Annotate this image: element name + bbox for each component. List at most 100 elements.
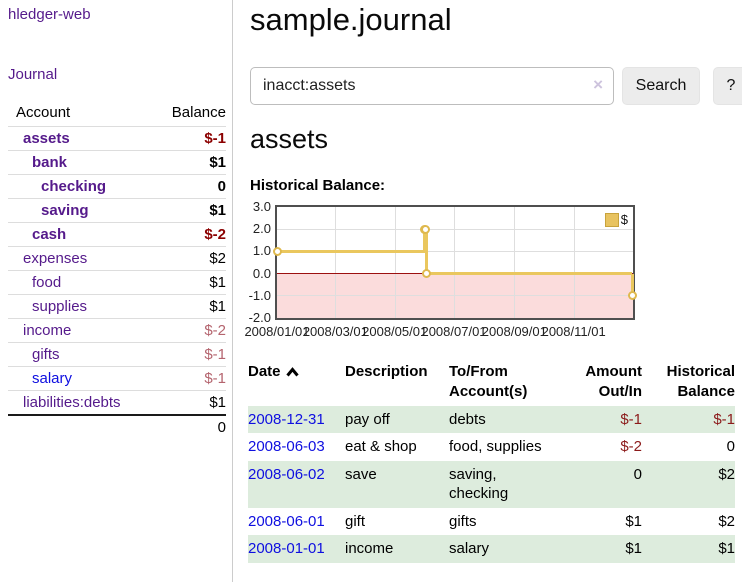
transaction-date-cell: 2008-06-02 <box>248 460 345 508</box>
transaction-amount-cell: $-1 <box>566 405 642 434</box>
account-balance: $1 <box>148 198 226 223</box>
account-link-saving[interactable]: saving <box>41 202 89 219</box>
accounts-column-header: Account <box>8 100 149 127</box>
search-bar: × Search ? <box>250 67 742 105</box>
account-link-cash[interactable]: cash <box>32 226 67 243</box>
transaction-accounts-cell: saving, checking <box>449 460 566 508</box>
account-balance: $2 <box>148 246 226 271</box>
account-row: cash $-2 <box>8 222 226 247</box>
y-axis-tick-label: 2.0 <box>252 221 271 237</box>
account-link-assets[interactable]: assets <box>23 130 70 147</box>
transaction-description-cell: income <box>345 535 449 563</box>
account-balance: $-2 <box>148 222 226 247</box>
transaction-date-link[interactable]: 2008-12-31 <box>248 410 325 428</box>
account-link-checking[interactable]: checking <box>41 178 107 195</box>
chart-plot-area: 3.0 2.0 1.0 0.0 -1.0 -2.0 2008/01/01 2008/03/01… <box>244 199 637 339</box>
y-axis-tick-label: -1.0 <box>248 287 271 303</box>
transaction-date-link[interactable]: 2008-01-01 <box>248 540 325 558</box>
account-row: checking 0 <box>8 174 226 199</box>
transaction-amount-cell: 0 <box>566 460 642 508</box>
account-link-expenses[interactable]: expenses <box>23 250 88 267</box>
account-row: expenses $2 <box>8 246 226 271</box>
sidebar: hledger-web Journal Account Balance asse… <box>0 0 233 582</box>
chart-line-segment <box>426 272 633 276</box>
y-axis-tick-label: 3.0 <box>252 199 271 214</box>
register-table: Date Description To/From Account(s) Amou… <box>248 358 735 563</box>
y-axis-tick-label: 1.0 <box>252 243 271 259</box>
x-axis-tick-label: 2008/05/01 <box>362 324 428 339</box>
x-axis-tick-label: 2008/01/01 <box>244 324 310 339</box>
transaction-amount-cell: $1 <box>625 512 642 530</box>
account-link-liabilities-debts[interactable]: liabilities:debts <box>23 394 121 411</box>
sort-ascending-icon <box>285 367 299 377</box>
transaction-row: 2008-01-01 income salary $1 $1 <box>248 535 735 563</box>
transaction-balance-cell: $2 <box>642 460 735 508</box>
search-button[interactable]: Search <box>622 67 700 105</box>
account-balance: $-1 <box>148 366 226 391</box>
account-row: food $1 <box>8 270 226 295</box>
account-link-income[interactable]: income <box>23 322 72 339</box>
transaction-balance-cell: 0 <box>726 438 735 456</box>
transaction-balance-cell: $2 <box>718 512 735 530</box>
data-point-marker <box>422 269 432 279</box>
y-axis-tick-label: 0.0 <box>252 265 271 281</box>
transaction-row: 2008-06-02 save saving, checking 0 $2 <box>248 460 735 508</box>
help-button[interactable]: ? <box>713 67 742 105</box>
transaction-description-cell: gift <box>345 512 366 530</box>
transaction-amount-cell: $-2 <box>620 438 642 456</box>
data-point-marker <box>421 224 431 234</box>
account-balance: $-1 <box>148 126 226 151</box>
x-axis-tick-label: 2008/11/01 <box>541 324 606 339</box>
transaction-date-cell: 2008-06-03 <box>248 433 345 461</box>
date-column-header[interactable]: Date <box>248 358 345 406</box>
transaction-accounts-cell: salary <box>449 535 566 563</box>
account-link-food[interactable]: food <box>32 274 62 291</box>
transaction-row: 2008-06-01 gift gifts $1 $2 <box>248 508 735 536</box>
accounts-table: Account Balance assets $-1 bank $1 checking 0… <box>8 100 226 439</box>
chart-line-segment <box>630 273 634 296</box>
clear-search-icon[interactable]: × <box>593 75 603 94</box>
legend-label: $ <box>620 212 628 227</box>
brand-link[interactable]: hledger-web <box>8 6 91 23</box>
transaction-accounts-cell: gifts <box>449 512 477 530</box>
transaction-description-cell: eat & shop <box>345 438 417 456</box>
transaction-date-cell: 2008-06-01 <box>248 508 345 536</box>
account-balance: $1 <box>148 270 226 295</box>
account-row: gifts $-1 <box>8 342 226 367</box>
vertical-gridline <box>573 207 575 318</box>
balance-column-header-register: Historical Balance <box>666 363 735 400</box>
account-heading: assets <box>250 124 329 154</box>
x-axis-tick-label: 2008/07/01 <box>421 324 487 339</box>
account-row: salary $-1 <box>8 366 226 391</box>
account-row: supplies $1 <box>8 294 226 319</box>
transaction-date-link[interactable]: 2008-06-03 <box>248 438 325 456</box>
transaction-description-cell: save <box>345 460 449 508</box>
vertical-gridline <box>514 207 516 318</box>
description-column-header: Description <box>345 363 428 380</box>
data-point-marker <box>272 246 282 256</box>
account-row: income $-2 <box>8 318 226 343</box>
transaction-accounts-cell: food, supplies <box>449 438 542 456</box>
chart-line-segment <box>425 229 429 274</box>
transaction-date-link[interactable]: 2008-06-01 <box>248 512 325 530</box>
accounts-total-balance: 0 <box>148 414 226 439</box>
account-link-gifts[interactable]: gifts <box>32 346 60 363</box>
sidebar-item-journal[interactable]: Journal <box>8 66 58 83</box>
accounts-total-row: 0 <box>8 414 226 439</box>
x-axis-tick-label: 2008/09/01 <box>481 324 547 339</box>
transaction-accounts-cell: debts <box>449 405 566 434</box>
account-link-supplies[interactable]: supplies <box>32 298 88 315</box>
balance-column-header: Balance <box>148 100 226 127</box>
account-link-bank[interactable]: bank <box>32 154 68 171</box>
transaction-description-cell: pay off <box>345 405 449 434</box>
transaction-date-link[interactable]: 2008-06-02 <box>248 465 325 483</box>
amount-column-header: Amount Out/In <box>585 363 642 400</box>
chart-line-segment <box>277 249 425 253</box>
search-input[interactable] <box>250 67 614 105</box>
y-axis-tick-label: -2.0 <box>248 310 271 325</box>
transaction-row: 2008-12-31 pay off debts $-1 $-1 <box>248 405 735 434</box>
account-balance: $-1 <box>148 342 226 367</box>
account-link-salary[interactable]: salary <box>32 370 73 387</box>
account-row: saving $1 <box>8 198 226 223</box>
